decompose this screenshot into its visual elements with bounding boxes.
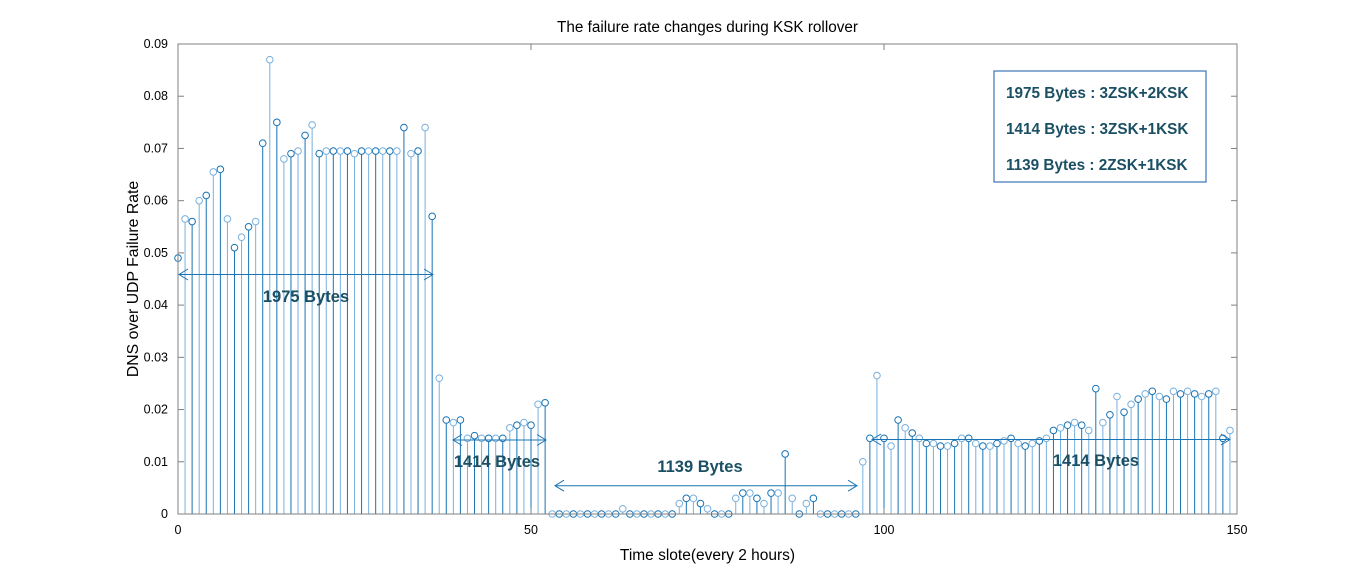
svg-text:0.09: 0.09 bbox=[144, 37, 168, 51]
svg-text:0.03: 0.03 bbox=[144, 350, 168, 364]
svg-text:1414 Bytes: 1414 Bytes bbox=[1053, 452, 1139, 470]
svg-text:150: 150 bbox=[1227, 523, 1248, 537]
svg-text:100: 100 bbox=[874, 523, 895, 537]
svg-text:0.06: 0.06 bbox=[144, 194, 168, 208]
svg-text:1139 Bytes : 2ZSK+1KSK: 1139 Bytes : 2ZSK+1KSK bbox=[1006, 157, 1188, 174]
svg-text:0: 0 bbox=[161, 507, 168, 521]
svg-text:50: 50 bbox=[524, 523, 538, 537]
svg-text:0.07: 0.07 bbox=[144, 141, 168, 155]
svg-text:DNS over UDP Failure Rate: DNS over UDP Failure Rate bbox=[125, 181, 142, 378]
svg-text:0.05: 0.05 bbox=[144, 246, 168, 260]
svg-text:1975 Bytes: 1975 Bytes bbox=[263, 288, 349, 306]
svg-text:1414 Bytes : 3ZSK+1KSK: 1414 Bytes : 3ZSK+1KSK bbox=[1006, 121, 1188, 138]
svg-text:0: 0 bbox=[175, 523, 182, 537]
svg-text:1975 Bytes : 3ZSK+2KSK: 1975 Bytes : 3ZSK+2KSK bbox=[1006, 85, 1188, 102]
svg-text:1139 Bytes: 1139 Bytes bbox=[657, 458, 742, 476]
svg-text:1414 Bytes: 1414 Bytes bbox=[454, 453, 540, 471]
svg-text:0.02: 0.02 bbox=[144, 403, 168, 417]
svg-text:0.04: 0.04 bbox=[144, 298, 168, 312]
svg-text:0.01: 0.01 bbox=[144, 455, 168, 469]
svg-text:The failure rate changes durin: The failure rate changes during KSK roll… bbox=[557, 19, 858, 36]
svg-text:Time slote(every 2 hours): Time slote(every 2 hours) bbox=[620, 547, 795, 564]
svg-text:0.08: 0.08 bbox=[144, 89, 168, 103]
